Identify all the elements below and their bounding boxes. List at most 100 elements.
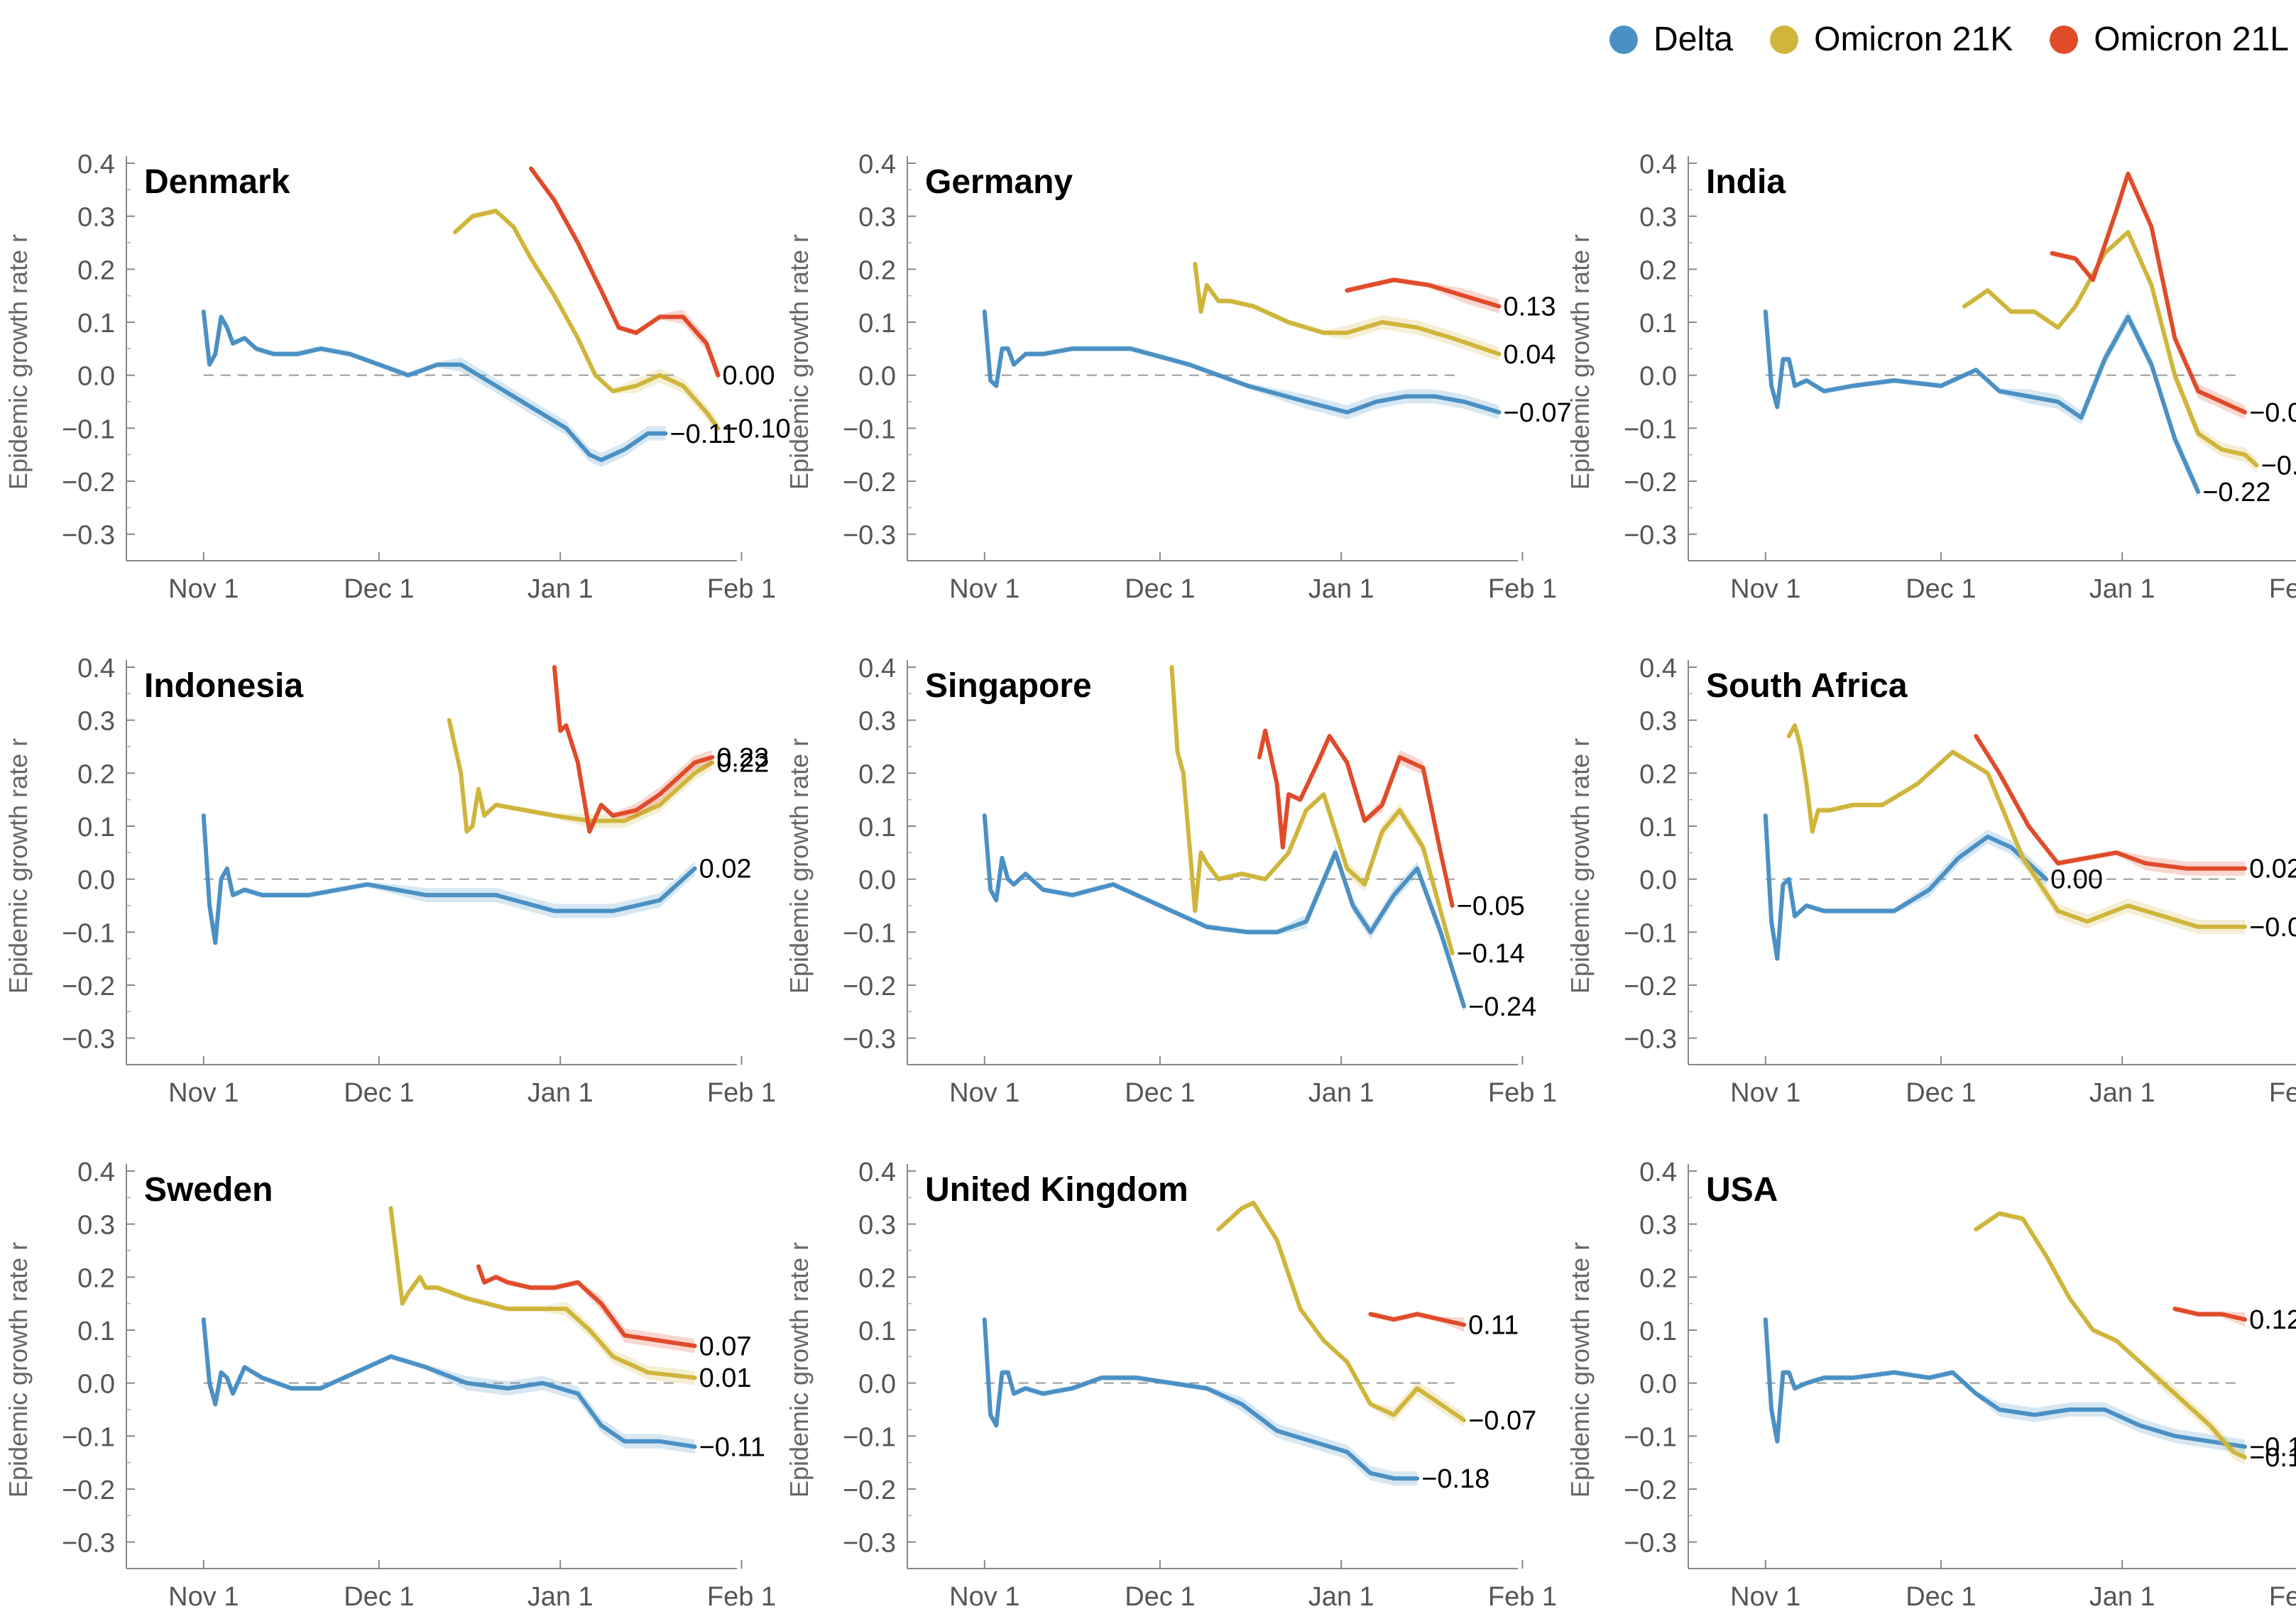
y-tick-label: −0.1 <box>62 1422 115 1452</box>
panel-singapore: 0.4 0.3 0.2 0.1 0.0 −0.1 −0.2 −0.3 Nov 1 Dec 1 Jan… <box>785 654 1557 1108</box>
series-line-delta <box>201 309 668 463</box>
y-tick-label: 0.1 <box>858 309 896 339</box>
series-line-omicron-21k <box>1962 230 2259 468</box>
y-tick-label: 0.3 <box>77 203 115 233</box>
series-line-omicron-21l <box>1257 728 1455 908</box>
y-tick-label: −0.2 <box>1624 1476 1677 1505</box>
panel-title: Germany <box>925 163 1073 201</box>
y-tick-label: 0.3 <box>1639 707 1677 737</box>
panel-title: United Kingdom <box>925 1171 1188 1209</box>
series-line-omicron-21k <box>1786 723 2248 929</box>
series-line-omicron-21l <box>1368 1312 1467 1327</box>
x-tick-label: Dec 1 <box>1906 1582 1976 1609</box>
legend: Delta Omicron 21K Omicron 21L <box>1573 20 2289 59</box>
series-line-omicron-21l <box>552 665 715 834</box>
y-tick-label: −0.2 <box>843 972 896 1001</box>
series-band-omicron-21l <box>531 165 718 383</box>
y-tick-label: 0.0 <box>1639 362 1677 392</box>
y-tick-label: 0.0 <box>858 1370 896 1400</box>
series-line-omicron-21l <box>476 1264 697 1349</box>
y-tick-label: 0.1 <box>858 1317 896 1346</box>
x-tick-label: Dec 1 <box>1125 1582 1195 1609</box>
x-tick-label: Dec 1 <box>344 1582 414 1609</box>
series-band-omicron-21k <box>1195 260 1499 361</box>
end-value-label: −0.11 <box>669 419 736 449</box>
end-value-label: 0.00 <box>2050 865 2103 895</box>
y-tick-label: 0.2 <box>77 759 115 789</box>
x-tick-label: Feb 1 <box>707 1078 776 1108</box>
end-value-label: 0.01 <box>699 1363 752 1393</box>
legend-item-omicron-21k: Omicron 21K <box>1770 20 2013 59</box>
y-axis-title: Epidemic growth rate r <box>4 1242 33 1498</box>
x-tick-label: Feb 1 <box>2269 1078 2296 1108</box>
panel-title: Denmark <box>144 163 290 201</box>
y-tick-label: −0.3 <box>843 1529 896 1559</box>
series-band-delta <box>1765 813 2047 962</box>
y-tick-label: 0.4 <box>1639 1158 1677 1187</box>
panel-title: South Africa <box>1706 667 1908 705</box>
end-value-label: 0.13 <box>1504 292 1556 322</box>
y-axis-title: Epidemic growth rate r <box>4 738 33 994</box>
series-line-delta <box>1763 1317 2248 1449</box>
series-line-omicron-21l <box>529 166 721 378</box>
end-value-label: −0.14 <box>2249 1443 2296 1473</box>
y-tick-label: −0.1 <box>62 918 115 948</box>
x-tick-label: Nov 1 <box>168 1582 239 1609</box>
y-tick-label: −0.2 <box>843 468 896 498</box>
y-tick-label: 0.2 <box>1639 1263 1677 1293</box>
x-tick-label: Feb 1 <box>1488 1078 1557 1108</box>
x-tick-label: Jan 1 <box>1308 1078 1374 1108</box>
y-tick-label: −0.1 <box>843 1422 896 1452</box>
legend-item-delta: Delta <box>1609 20 1733 59</box>
x-tick-label: Nov 1 <box>949 1582 1019 1609</box>
panel-india: 0.4 0.3 0.2 0.1 0.0 −0.1 −0.2 −0.3 Nov 1 Dec 1 Jan… <box>1565 150 2296 604</box>
series-line-omicron-21l <box>2172 1307 2248 1322</box>
y-tick-label: 0.2 <box>1639 256 1677 285</box>
y-tick-label: 0.0 <box>77 362 115 392</box>
end-value-label: 0.07 <box>699 1331 752 1361</box>
y-tick-label: 0.4 <box>858 1158 896 1187</box>
x-tick-label: Dec 1 <box>1906 574 1976 604</box>
end-value-label: −0.14 <box>1457 939 1525 969</box>
y-tick-label: −0.1 <box>1624 1422 1677 1452</box>
y-tick-label: 0.0 <box>77 1370 115 1400</box>
y-tick-label: −0.1 <box>62 414 115 444</box>
y-tick-label: 0.3 <box>858 707 896 737</box>
end-value-label: −0.24 <box>1468 992 1536 1022</box>
series-band-delta <box>1765 309 2199 499</box>
y-tick-label: 0.1 <box>77 1317 115 1346</box>
y-tick-label: 0.0 <box>1639 1370 1677 1400</box>
y-axis-title: Epidemic growth rate r <box>785 738 814 994</box>
y-tick-label: −0.1 <box>843 414 896 444</box>
y-axis-title: Epidemic growth rate r <box>785 234 814 490</box>
end-value-label: 0.11 <box>1468 1311 1519 1341</box>
y-axis-title: Epidemic growth rate r <box>1565 1242 1595 1498</box>
y-tick-label: 0.4 <box>858 150 896 180</box>
y-tick-label: 0.0 <box>77 866 115 896</box>
y-tick-label: 0.4 <box>1639 150 1677 180</box>
x-tick-label: Nov 1 <box>1730 574 1800 604</box>
y-tick-label: 0.0 <box>858 362 896 392</box>
series-line-omicron-21l <box>1345 278 1502 309</box>
x-tick-label: Jan 1 <box>527 574 594 604</box>
series-band-delta <box>984 813 1465 1014</box>
series-line-omicron-21k <box>447 718 715 834</box>
series-band-omicron-21k <box>390 1205 695 1385</box>
panel-title: Sweden <box>144 1171 273 1209</box>
y-tick-label: 0.2 <box>1639 759 1677 789</box>
panel-germany: 0.4 0.3 0.2 0.1 0.0 −0.1 −0.2 −0.3 Nov 1 Dec 1 Jan… <box>785 150 1572 604</box>
series-line-delta <box>982 813 1467 1009</box>
panel-sweden: 0.4 0.3 0.2 0.1 0.0 −0.1 −0.2 −0.3 Nov 1 Dec 1 Jan… <box>4 1158 776 1609</box>
y-tick-label: 0.3 <box>1639 1211 1677 1241</box>
y-tick-label: −0.3 <box>843 521 896 551</box>
y-tick-label: 0.0 <box>1639 866 1677 896</box>
y-tick-label: 0.1 <box>1639 1317 1677 1346</box>
end-value-label: −0.18 <box>1421 1464 1489 1494</box>
y-tick-label: 0.1 <box>858 813 896 842</box>
y-tick-label: 0.4 <box>77 654 115 683</box>
x-tick-label: Nov 1 <box>1730 1582 1800 1609</box>
x-tick-label: Jan 1 <box>1308 1582 1374 1609</box>
end-value-label: 0.12 <box>2249 1305 2296 1335</box>
y-tick-label: −0.3 <box>843 1025 896 1055</box>
